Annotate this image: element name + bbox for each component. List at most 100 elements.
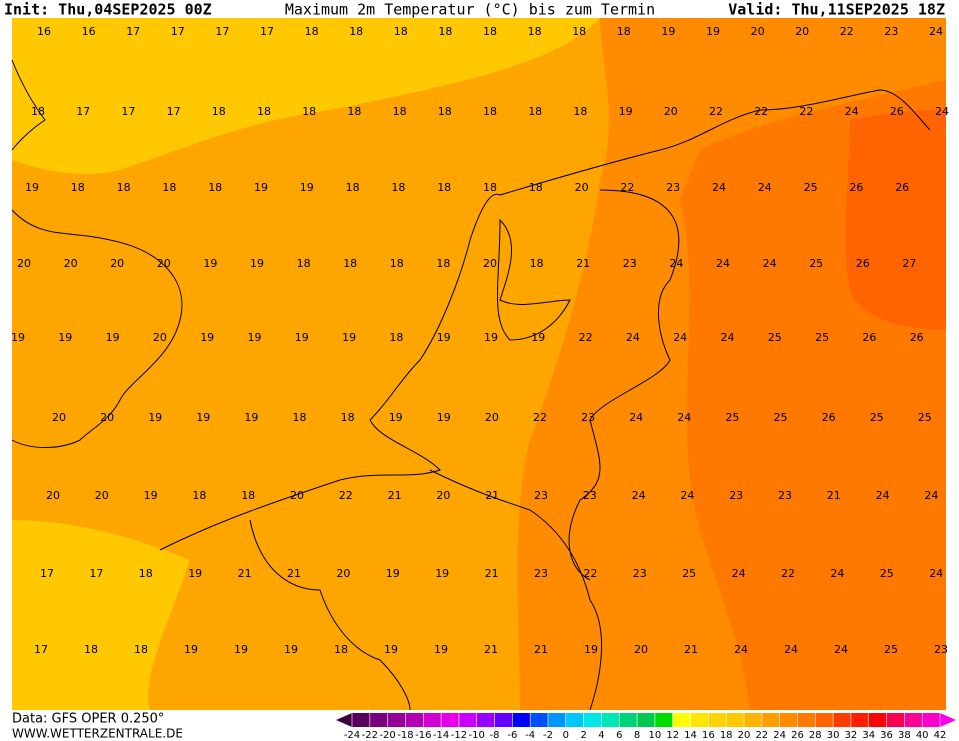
data-source: Data: GFS OPER 0.250° bbox=[12, 712, 164, 727]
colorbar-label: 36 bbox=[880, 730, 893, 741]
temperature-label: 18 bbox=[483, 25, 497, 38]
temperature-label: 17 bbox=[167, 105, 181, 118]
temperature-label: 20 bbox=[634, 643, 648, 656]
colorbar-cell bbox=[708, 713, 727, 727]
map-title: Maximum 2m Temperatur (°C) bis zum Termi… bbox=[285, 1, 655, 19]
temperature-label: 24 bbox=[673, 331, 687, 344]
colorbar-cell bbox=[833, 713, 852, 727]
colorbar-label: -24 bbox=[344, 730, 360, 741]
map-area bbox=[11, 18, 946, 711]
temperature-label: 19 bbox=[284, 643, 298, 656]
colorbar-label: -6 bbox=[507, 730, 517, 741]
colorbar-label: 30 bbox=[827, 730, 840, 741]
temperature-label: 24 bbox=[626, 331, 640, 344]
temperature-label: 24 bbox=[712, 181, 726, 194]
temperature-label: 18 bbox=[192, 489, 206, 502]
temperature-label: 24 bbox=[924, 489, 938, 502]
temperature-label: 18 bbox=[483, 181, 497, 194]
temperature-label: 18 bbox=[343, 257, 357, 270]
temperature-label: 25 bbox=[870, 411, 884, 424]
temperature-label: 18 bbox=[436, 257, 450, 270]
temperature-label: 19 bbox=[196, 411, 210, 424]
colorbar-cell bbox=[512, 713, 531, 727]
temperature-label: 16 bbox=[37, 25, 51, 38]
colorbar-cell bbox=[815, 713, 834, 727]
temperature-label: 23 bbox=[778, 489, 792, 502]
temperature-label: 18 bbox=[117, 181, 131, 194]
border-west bbox=[429, 469, 602, 711]
temperature-label: 24 bbox=[632, 489, 646, 502]
temperature-label: 25 bbox=[725, 411, 739, 424]
temperature-label: 24 bbox=[929, 25, 943, 38]
temperature-label: 16 bbox=[82, 25, 96, 38]
temperature-label: 18 bbox=[389, 331, 403, 344]
colorbar-label: -22 bbox=[362, 730, 378, 741]
temperature-label: 23 bbox=[534, 489, 548, 502]
colorbar-label: -8 bbox=[490, 730, 500, 741]
temperature-label: 24 bbox=[716, 257, 730, 270]
colorbar-arrow-high bbox=[940, 713, 956, 727]
colorbar-cell bbox=[352, 713, 371, 727]
temperature-label: 19 bbox=[384, 643, 398, 656]
temperature-label: 19 bbox=[434, 643, 448, 656]
temperature-label: 19 bbox=[661, 25, 675, 38]
temperature-label: 24 bbox=[763, 257, 777, 270]
temperature-label: 18 bbox=[394, 25, 408, 38]
temperature-label: 19 bbox=[184, 643, 198, 656]
temperature-label: 23 bbox=[729, 489, 743, 502]
temperature-label: 26 bbox=[822, 411, 836, 424]
temperature-label: 19 bbox=[437, 411, 451, 424]
colorbar-cell bbox=[922, 713, 941, 727]
colorbar-label: -14 bbox=[433, 730, 449, 741]
temperature-label: 20 bbox=[336, 567, 350, 580]
temperature-label: 18 bbox=[293, 411, 307, 424]
colorbar-cell bbox=[761, 713, 781, 727]
temperature-label: 24 bbox=[677, 411, 691, 424]
border-germany bbox=[568, 189, 680, 581]
colorbar-cell bbox=[637, 713, 656, 727]
colorbar-label: 14 bbox=[684, 730, 697, 741]
coastline-uk bbox=[11, 209, 183, 448]
border-france bbox=[249, 519, 411, 711]
temperature-label: 19 bbox=[25, 181, 39, 194]
temperature-label: 17 bbox=[89, 567, 103, 580]
temperature-label: 18 bbox=[84, 643, 98, 656]
temperature-label: 24 bbox=[834, 643, 848, 656]
temperature-label: 26 bbox=[910, 331, 924, 344]
temperature-label: 23 bbox=[581, 411, 595, 424]
colorbar-label: -20 bbox=[379, 730, 395, 741]
temperature-label: 18 bbox=[341, 411, 355, 424]
colorbar-cell bbox=[672, 713, 692, 727]
temperature-label: 18 bbox=[71, 181, 85, 194]
colorbar-cell bbox=[886, 713, 905, 727]
temperature-label: 21 bbox=[534, 643, 548, 656]
temperature-label: 20 bbox=[575, 181, 589, 194]
temperature-label: 20 bbox=[485, 411, 499, 424]
colorbar-label: -18 bbox=[397, 730, 413, 741]
colorbar-cell bbox=[405, 713, 424, 727]
temperature-label: 19 bbox=[244, 411, 258, 424]
temperature-label: 20 bbox=[436, 489, 450, 502]
temperature-label: 24 bbox=[876, 489, 890, 502]
colorbar-cell bbox=[548, 713, 567, 727]
colorbar-cell bbox=[904, 713, 923, 727]
temperature-label: 19 bbox=[706, 25, 720, 38]
colorbar-label: -12 bbox=[451, 730, 467, 741]
temperature-label: 21 bbox=[287, 567, 301, 580]
colorbar-cell bbox=[850, 713, 870, 727]
temperature-label: 18 bbox=[134, 643, 148, 656]
temperature-label: 20 bbox=[751, 25, 765, 38]
coastline-north-uk bbox=[11, 59, 46, 151]
temperature-label: 19 bbox=[437, 331, 451, 344]
temperature-label: 21 bbox=[485, 489, 499, 502]
temperature-label: 17 bbox=[171, 25, 185, 38]
temperature-label: 24 bbox=[732, 567, 746, 580]
temperature-label: 18 bbox=[212, 105, 226, 118]
temperature-label: 18 bbox=[257, 105, 271, 118]
temperature-label: 21 bbox=[485, 567, 499, 580]
colorbar-label: 18 bbox=[720, 730, 733, 741]
temperature-label: 18 bbox=[390, 257, 404, 270]
temperature-label: 19 bbox=[619, 105, 633, 118]
temperature-label: 19 bbox=[144, 489, 158, 502]
